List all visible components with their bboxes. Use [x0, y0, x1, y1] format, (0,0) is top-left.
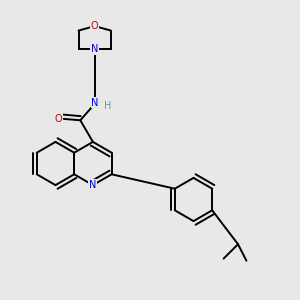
- Text: N: N: [89, 180, 97, 190]
- Text: O: O: [54, 114, 62, 124]
- Text: O: O: [91, 21, 98, 31]
- Text: H: H: [103, 101, 111, 111]
- Text: N: N: [91, 44, 98, 54]
- Text: N: N: [91, 98, 99, 108]
